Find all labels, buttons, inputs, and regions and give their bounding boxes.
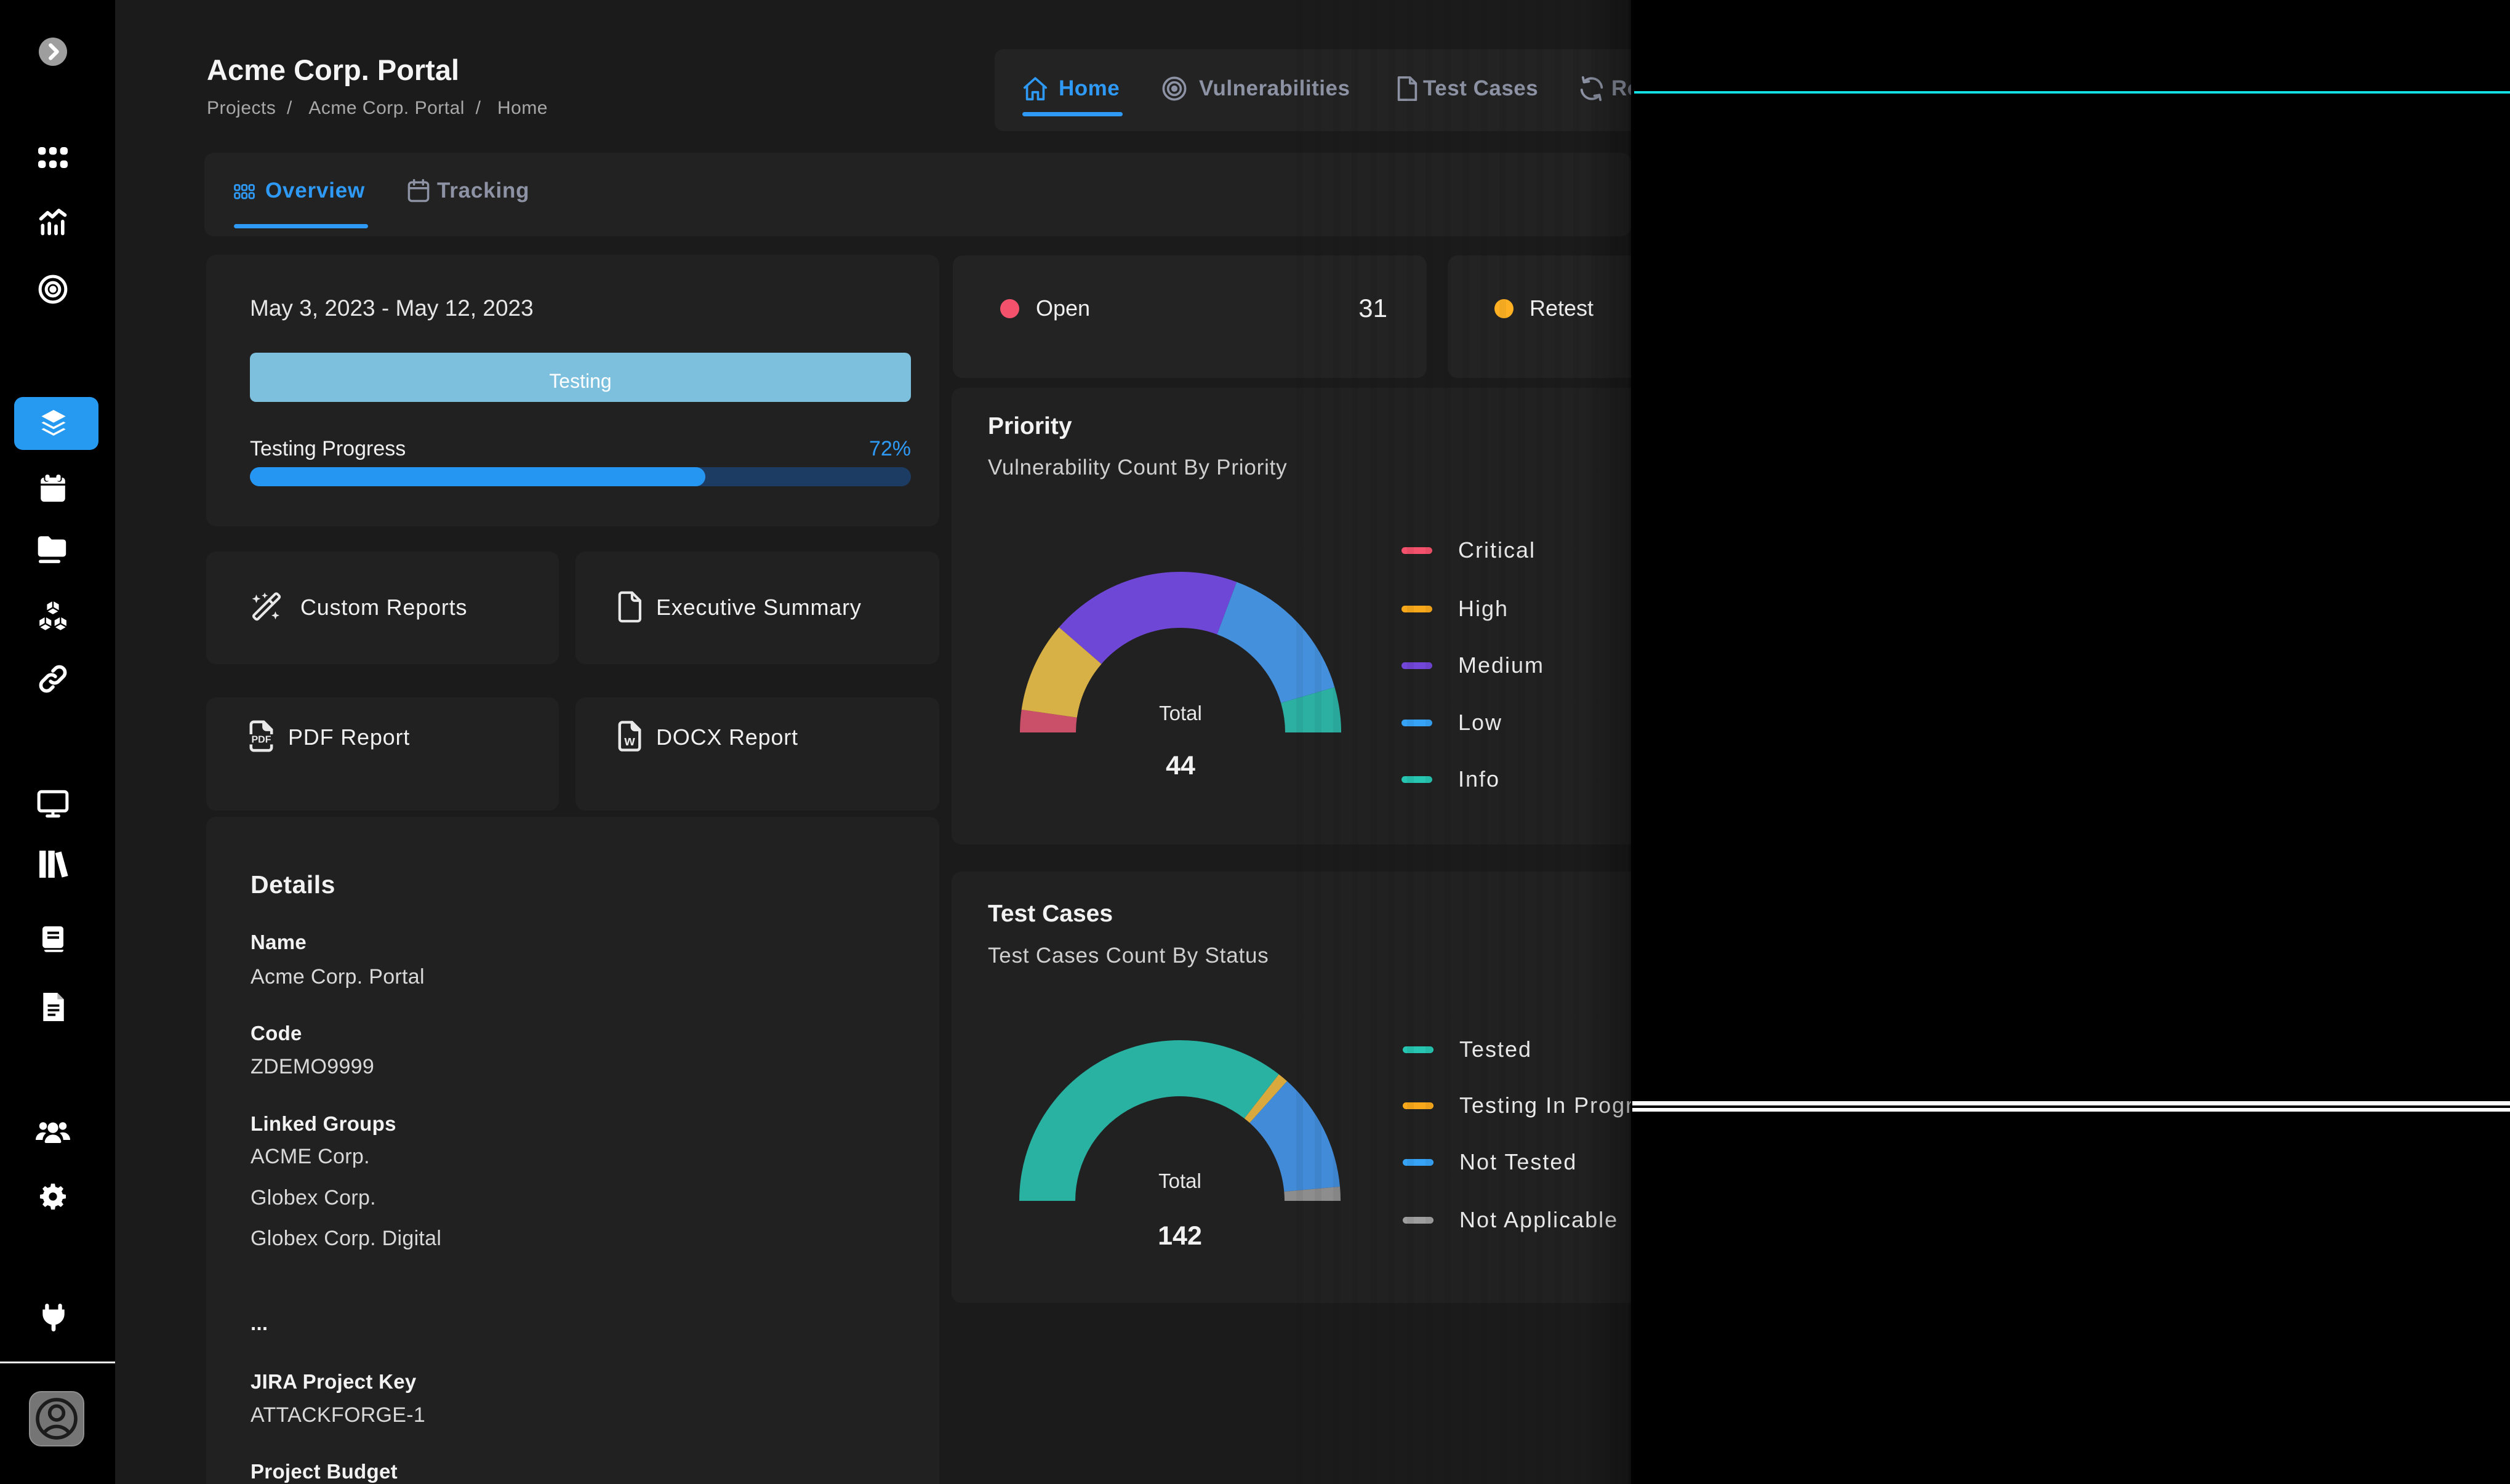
svg-text:w: w — [623, 733, 635, 748]
svg-text:PDF: PDF — [251, 734, 271, 745]
